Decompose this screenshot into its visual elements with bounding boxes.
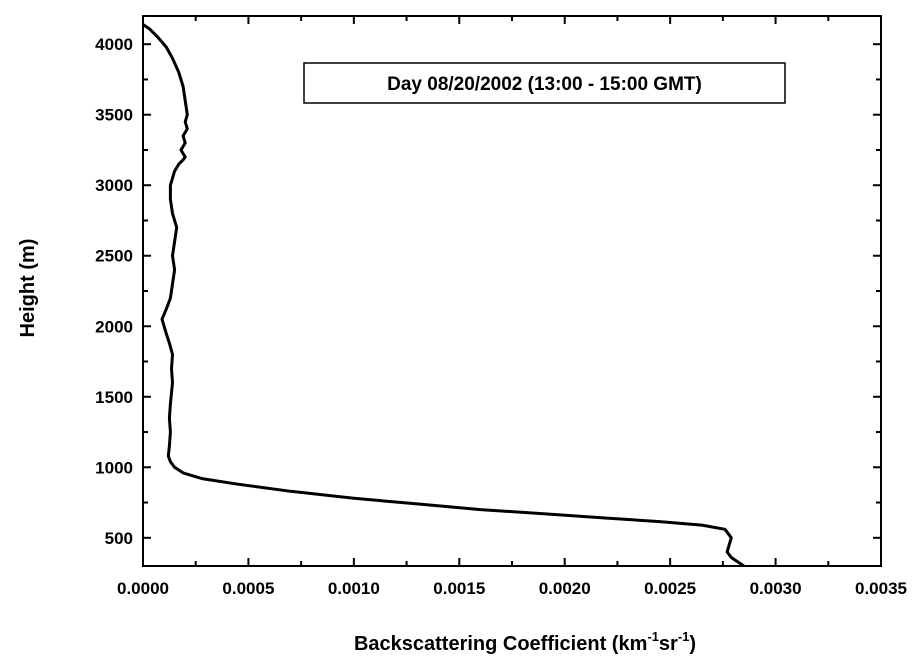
series-line xyxy=(142,23,745,568)
x-tick-label: 0.0035 xyxy=(855,579,907,598)
annotation-text: Day 08/20/2002 (13:00 - 15:00 GMT) xyxy=(387,74,702,95)
x-axis-title-sup1: -1 xyxy=(647,629,659,644)
x-tick-label: 0.0005 xyxy=(222,579,274,598)
y-tick-label: 3000 xyxy=(95,176,133,195)
x-tick-label: 0.0015 xyxy=(433,579,485,598)
y-tick-label: 2500 xyxy=(95,247,133,266)
y-ticks xyxy=(143,43,881,539)
y-tick-labels: 500 1000 1500 2000 2500 3000 3500 4000 xyxy=(95,35,133,548)
x-axis-title: Backscattering Coefficient (km-1sr-1) xyxy=(354,629,696,655)
x-tick-label: 0.0000 xyxy=(117,579,169,598)
annotation-border xyxy=(303,62,786,104)
x-tick-labels: 0.0000 0.0005 0.0010 0.0015 0.0020 0.0025 0.00… xyxy=(117,579,907,598)
y-tick-label: 4000 xyxy=(95,35,133,54)
y-tick-label: 1500 xyxy=(95,388,133,407)
y-tick-label: 500 xyxy=(105,529,133,548)
x-tick-label: 0.0010 xyxy=(328,579,380,598)
x-axis-title-end: ) xyxy=(689,633,696,655)
x-ticks xyxy=(142,16,882,566)
y-tick-label: 3500 xyxy=(95,106,133,125)
x-axis-title-main: Backscattering Coefficient (km xyxy=(354,633,647,655)
x-tick-label: 0.0030 xyxy=(750,579,802,598)
annotation-box: Day 08/20/2002 (13:00 - 15:00 GMT) xyxy=(303,62,786,104)
y-axis-title: Height (m) xyxy=(17,239,39,338)
y-tick-label: 1000 xyxy=(95,458,133,477)
x-axis-title-sup2: -1 xyxy=(678,629,690,644)
x-tick-label: 0.0020 xyxy=(539,579,591,598)
y-tick-label: 2000 xyxy=(95,317,133,336)
x-axis-title-mid: sr xyxy=(659,633,678,655)
x-tick-label: 0.0025 xyxy=(644,579,696,598)
